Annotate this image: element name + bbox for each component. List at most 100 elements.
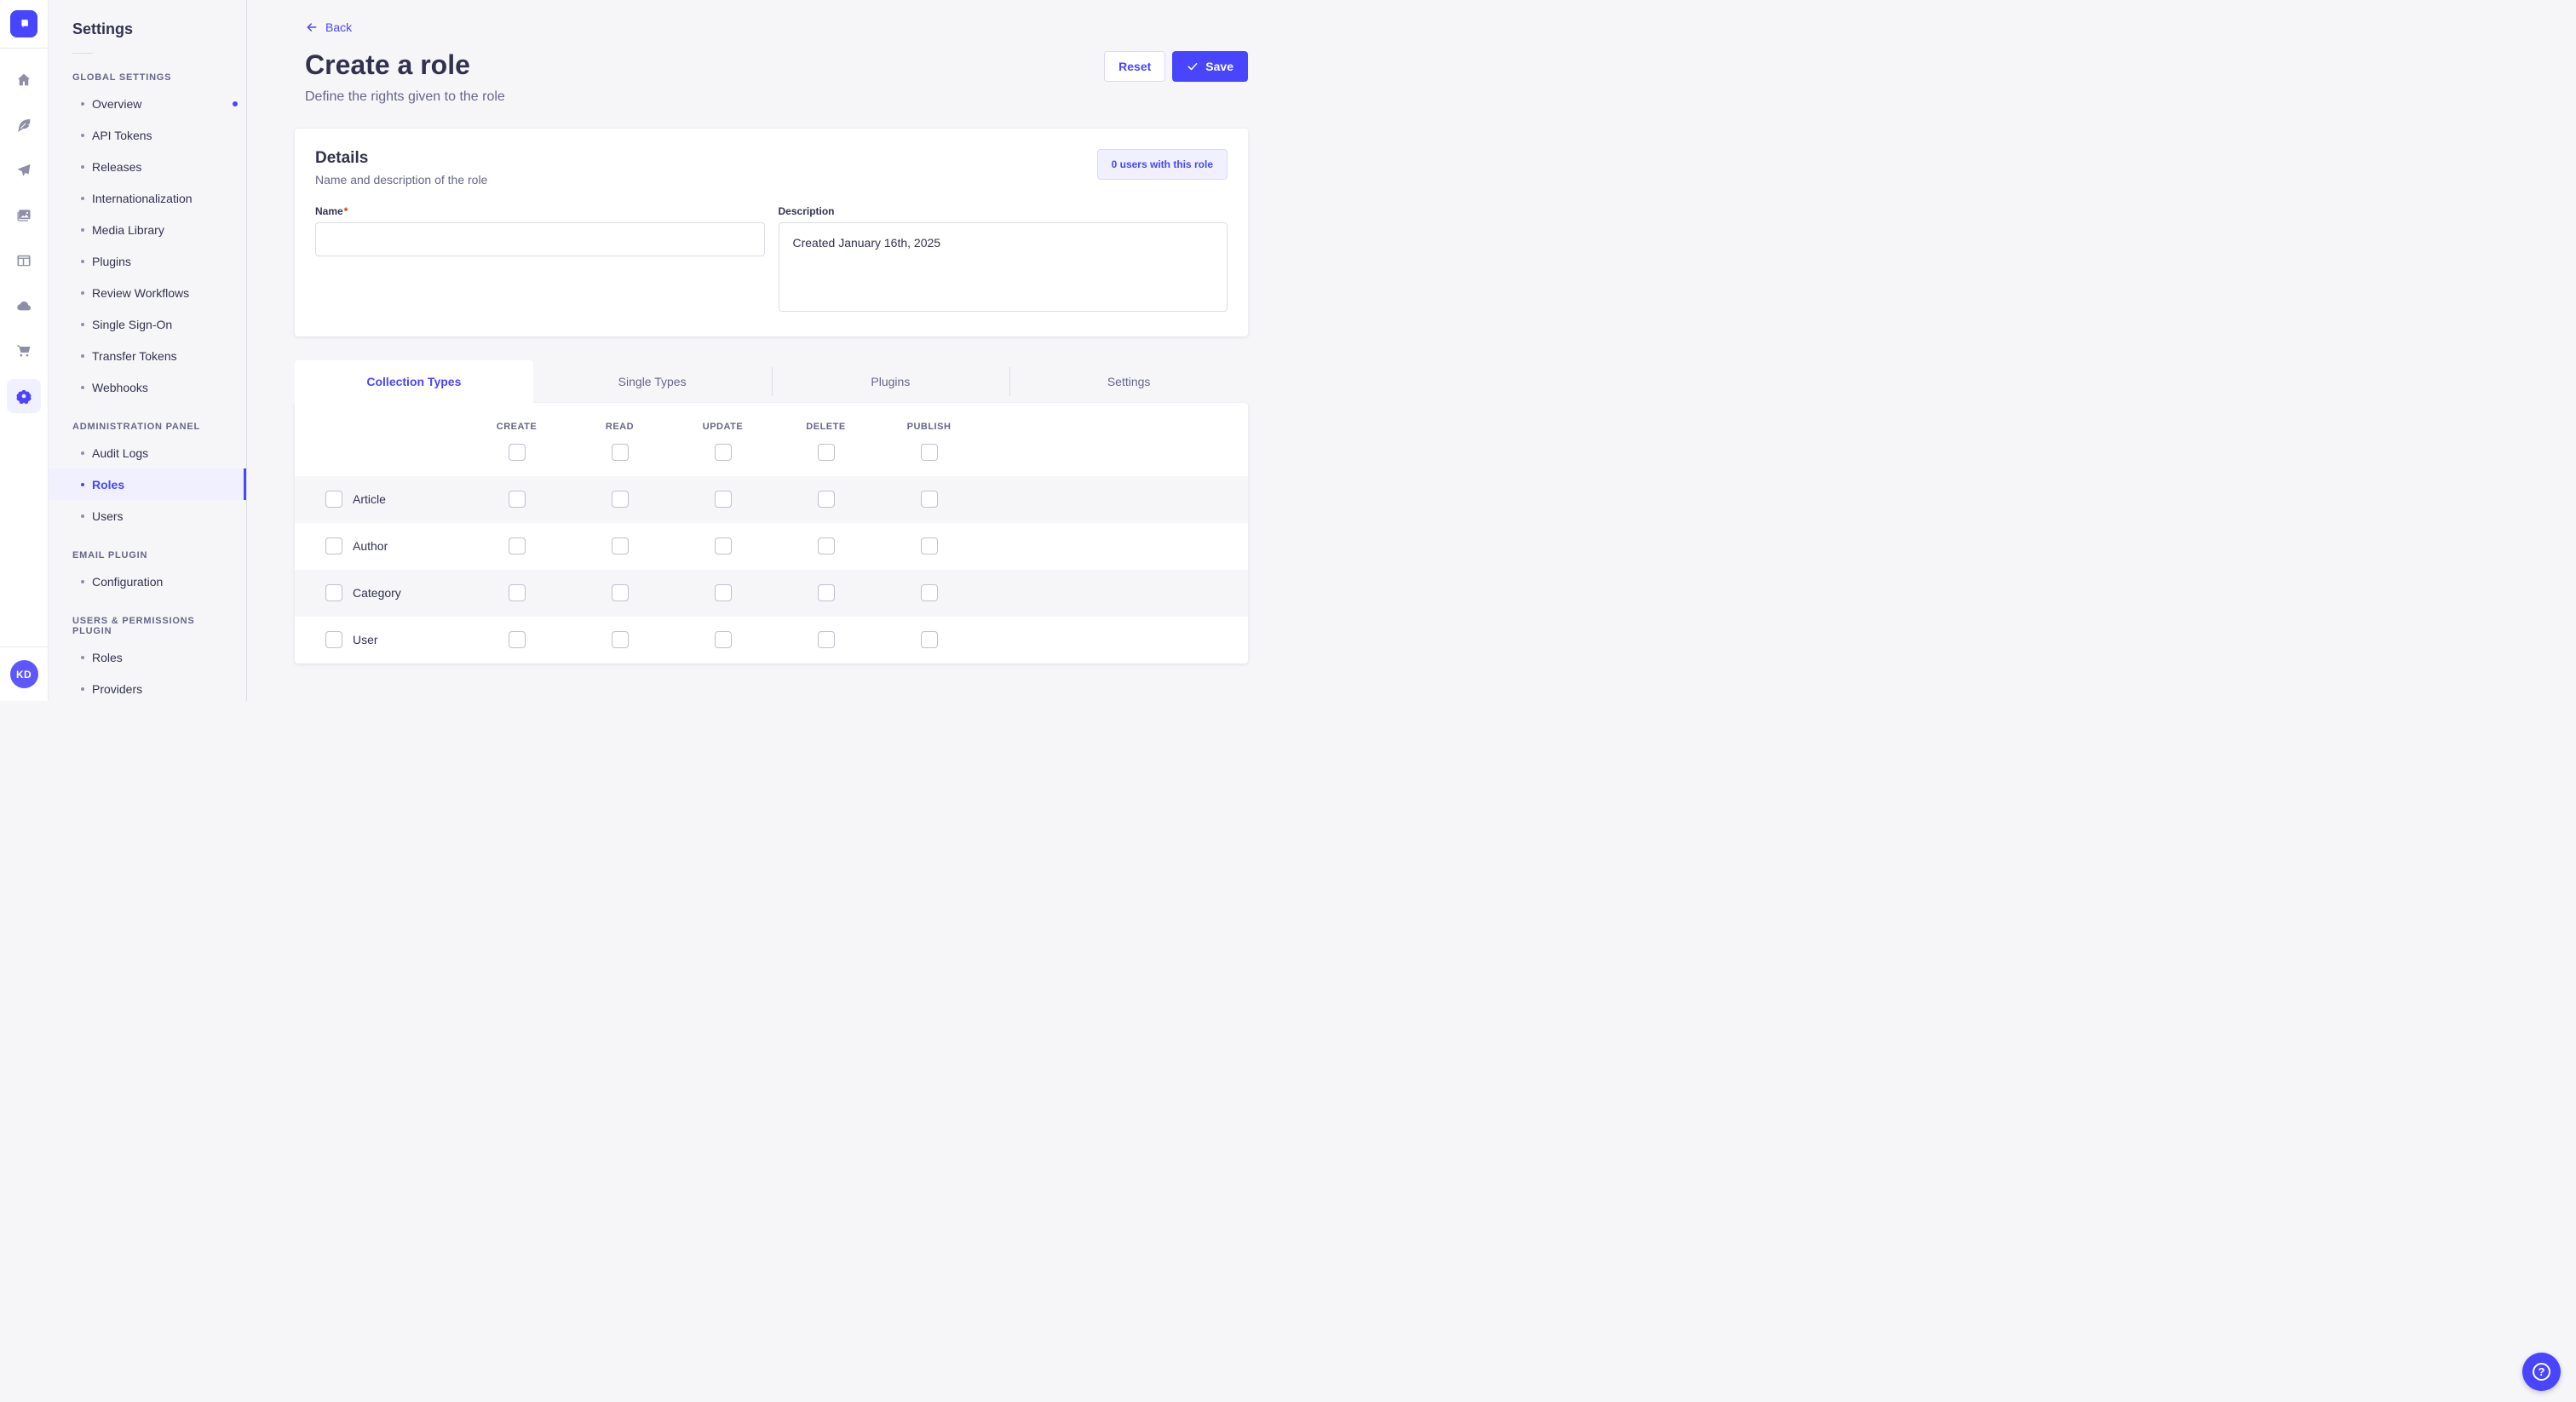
sidebar-item-users[interactable]: Users (49, 500, 246, 531)
article-publish-checkbox[interactable] (920, 491, 938, 509)
permission-row-user: User (295, 617, 1248, 664)
article-read-checkbox[interactable] (611, 491, 629, 509)
author-row-checkbox[interactable] (325, 537, 342, 555)
permission-row-article: Article (295, 475, 1248, 523)
sidebar-section: EMAIL PLUGIN Configuration (49, 550, 246, 597)
strapi-logo-icon[interactable] (10, 10, 37, 37)
sidebar-item-webhooks[interactable]: Webhooks (49, 371, 246, 403)
column-header-delete: DELETE (806, 421, 846, 432)
icon-rail: KD (0, 0, 49, 701)
sidebar-item-configuration[interactable]: Configuration (49, 566, 246, 597)
help-button[interactable]: ? (2522, 1353, 2561, 1391)
question-mark-icon: ? (2533, 1363, 2550, 1381)
select-all-create-checkbox[interactable] (508, 443, 526, 461)
permissions-table: CREATE READ UPDATE DELETE PUBLISH Article Au… (295, 402, 1248, 664)
tab-settings[interactable]: Settings (1009, 360, 1248, 403)
bullet-icon (81, 579, 84, 583)
category-delete-checkbox[interactable] (817, 584, 835, 602)
layout-icon[interactable] (7, 244, 41, 278)
select-all-publish-checkbox[interactable] (920, 443, 938, 461)
bullet-icon (81, 385, 84, 389)
user-create-checkbox[interactable] (508, 631, 526, 649)
user-publish-checkbox[interactable] (920, 631, 938, 649)
details-heading: Details Name and description of the role (315, 149, 487, 187)
tab-collection-types[interactable]: Collection Types (295, 359, 533, 403)
column-header-update: UPDATE (702, 421, 744, 432)
back-link[interactable]: Back (295, 20, 352, 34)
sidebar-item-audit-logs[interactable]: Audit Logs (49, 437, 246, 468)
sidebar-item-providers[interactable]: Providers (49, 673, 246, 701)
permissions-table-header: CREATE READ UPDATE DELETE PUBLISH (295, 403, 1248, 476)
bullet-icon (81, 482, 84, 486)
sidebar-section: USERS & PERMISSIONS PLUGIN Roles Provide… (49, 616, 246, 701)
reset-button[interactable]: Reset (1104, 51, 1166, 82)
paper-plane-icon[interactable] (7, 153, 41, 187)
category-row-checkbox[interactable] (325, 584, 342, 602)
required-asterisk: * (343, 204, 348, 217)
select-all-read-checkbox[interactable] (611, 443, 629, 461)
details-card: Details Name and description of the role… (295, 128, 1248, 336)
bullet-icon (81, 655, 84, 659)
avatar[interactable]: KD (9, 660, 38, 688)
sidebar-section-label: ADMINISTRATION PANEL (72, 422, 201, 432)
home-icon[interactable] (7, 63, 41, 97)
article-delete-checkbox[interactable] (817, 491, 835, 509)
category-read-checkbox[interactable] (611, 584, 629, 602)
sidebar-item-media-library[interactable]: Media Library (49, 214, 246, 245)
author-update-checkbox[interactable] (714, 537, 732, 555)
user-read-checkbox[interactable] (611, 631, 629, 649)
cart-icon[interactable] (7, 334, 41, 368)
name-input[interactable] (315, 221, 765, 256)
user-row-checkbox[interactable] (325, 631, 342, 649)
user-delete-checkbox[interactable] (817, 631, 835, 649)
check-icon (1187, 63, 1198, 71)
tab-plugins[interactable]: Plugins (771, 360, 1010, 403)
select-all-update-checkbox[interactable] (714, 443, 732, 461)
category-create-checkbox[interactable] (508, 584, 526, 602)
author-create-checkbox[interactable] (508, 537, 526, 555)
sidebar-section-label: GLOBAL SETTINGS (72, 72, 172, 83)
column-header-publish: PUBLISH (906, 421, 952, 432)
bullet-icon (81, 259, 84, 263)
sidebar-item-roles[interactable]: Roles (49, 641, 246, 673)
select-all-delete-checkbox[interactable] (817, 443, 835, 461)
feather-icon[interactable] (7, 108, 41, 142)
tab-single-types[interactable]: Single Types (618, 374, 687, 388)
category-update-checkbox[interactable] (714, 584, 732, 602)
users-with-role-button[interactable]: 0 users with this role (1096, 148, 1228, 180)
save-button[interactable]: Save (1172, 51, 1248, 82)
sidebar-item-releases[interactable]: Releases (49, 151, 246, 182)
user-update-checkbox[interactable] (714, 631, 732, 649)
description-field-group: Description Created January 16th, 2025 (778, 205, 1228, 316)
category-publish-checkbox[interactable] (920, 584, 938, 602)
author-delete-checkbox[interactable] (817, 537, 835, 555)
bullet-icon (81, 196, 84, 200)
logo-container (0, 0, 48, 49)
sidebar-sections: GLOBAL SETTINGS Overview API Tokens Rele… (49, 72, 246, 701)
description-textarea[interactable]: Created January 16th, 2025 (778, 221, 1228, 312)
permissions-tabs: Collection Types Single Types Plugins Se… (295, 359, 1248, 403)
bullet-icon (81, 290, 84, 295)
sidebar-item-roles[interactable]: Roles (49, 468, 246, 500)
bullet-icon (81, 227, 84, 232)
article-update-checkbox[interactable] (714, 491, 732, 509)
sidebar-section-label: USERS & PERMISSIONS PLUGIN (72, 616, 195, 636)
author-read-checkbox[interactable] (611, 537, 629, 555)
article-row-checkbox[interactable] (325, 491, 342, 509)
media-images-icon[interactable] (7, 198, 41, 233)
sidebar-item-plugins[interactable]: Plugins (49, 245, 246, 277)
sidebar-item-review-workflows[interactable]: Review Workflows (49, 277, 246, 308)
name-label: Name* (315, 204, 348, 217)
article-create-checkbox[interactable] (508, 491, 526, 509)
sidebar-item-overview[interactable]: Overview (49, 88, 246, 119)
sidebar-item-internationalization[interactable]: Internationalization (49, 182, 246, 214)
author-publish-checkbox[interactable] (920, 537, 938, 555)
page-heading: Create a role Define the rights given to… (305, 49, 505, 105)
sidebar-item-transfer-tokens[interactable]: Transfer Tokens (49, 340, 246, 371)
sidebar-item-api-tokens[interactable]: API Tokens (49, 119, 246, 151)
save-label: Save (1205, 60, 1233, 73)
gear-icon[interactable] (7, 379, 41, 413)
bullet-icon (81, 514, 84, 518)
sidebar-item-single-sign-on[interactable]: Single Sign-On (49, 308, 246, 340)
cloud-icon[interactable] (7, 289, 41, 323)
